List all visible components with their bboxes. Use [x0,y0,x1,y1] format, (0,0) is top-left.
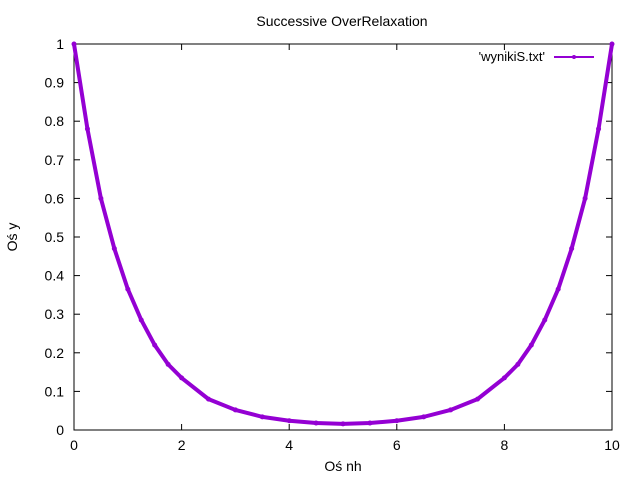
data-point [71,41,77,47]
x-tick-label: 8 [501,437,509,453]
x-tick-label: 0 [70,437,78,453]
data-point [286,418,292,424]
data-point [98,195,104,201]
y-tick-label: 0.8 [45,113,65,129]
data-point [259,414,265,420]
data-point [367,420,373,426]
series-line [72,43,614,426]
data-point [165,361,171,367]
y-tick-label: 0.2 [45,345,65,361]
y-tick-label: 0.4 [45,268,65,284]
y-tick-label: 0.9 [45,75,65,91]
data-point [421,414,427,420]
data-point [313,420,319,426]
y-tick-label: 0.6 [45,190,65,206]
data-point [179,375,185,381]
y-tick-label: 0.5 [45,229,65,245]
data-point [448,407,454,413]
y-tick-label: 1 [56,36,64,52]
x-tick-label: 10 [604,437,620,453]
y-tick-label: 0 [56,422,64,438]
x-tick-label: 2 [178,437,186,453]
data-point [84,126,90,132]
data-point [138,317,144,323]
plot-frame [73,43,613,431]
axis-ticks: 0 2 4 6 8 10 0 0.1 0.2 0.3 0.4 0.5 0.6 0.7 0.8 0.9 1 [45,36,620,453]
data-point [596,126,602,132]
y-axis-label: Oś y [4,223,20,252]
legend-marker-wynikiS [572,55,576,59]
chart-title: Successive OverRelaxation [256,13,427,29]
data-point [394,418,400,424]
data-point [515,361,521,367]
y-tick-label: 0.3 [45,306,65,322]
data-point [501,375,507,381]
data-point [340,421,346,427]
data-point [125,286,131,292]
data-point [152,342,158,348]
x-tick-label: 4 [285,437,293,453]
data-point [111,246,117,252]
data-point [475,396,480,402]
series-layer [71,41,615,427]
data-point [555,286,561,292]
x-axis-label: Oś nh [324,458,361,474]
data-point [569,246,575,252]
data-point [542,317,548,323]
data-point [206,396,211,402]
legend-label-wynikiS: 'wynikiS.txt' [479,49,545,64]
data-point [582,195,588,201]
data-point [232,407,238,413]
data-point [609,41,615,47]
x-tick-label: 6 [393,437,401,453]
y-tick-label: 0.1 [45,383,65,399]
legend: 'wynikiS.txt' [479,49,594,64]
data-point [528,342,534,348]
y-tick-label: 0.7 [45,152,65,168]
